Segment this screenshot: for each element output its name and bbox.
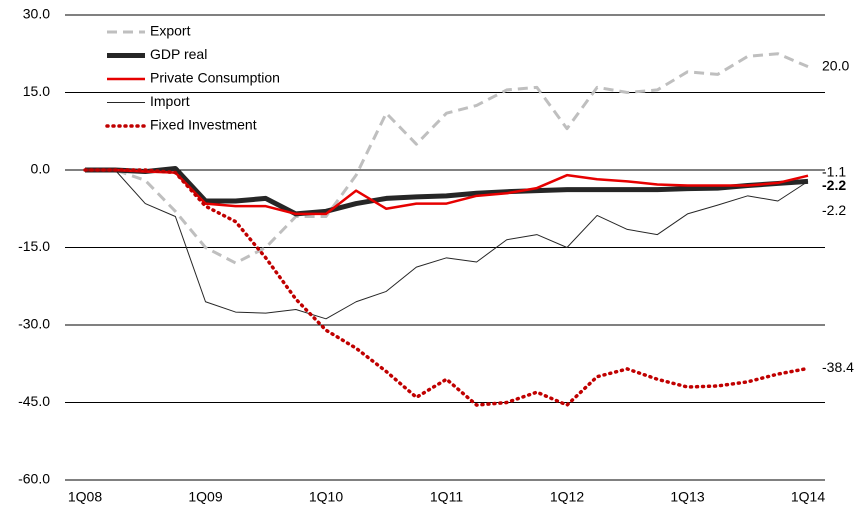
y-tick-label: -15.0 [18,238,50,254]
y-tick-label: 15.0 [23,83,50,99]
x-tick-label: 1Q14 [791,489,825,505]
x-tick-label: 1Q12 [550,489,584,505]
legend-label: Fixed Investment [150,117,257,133]
x-tick-label: 1Q09 [188,489,222,505]
series-line [85,52,809,265]
value-label: -1.1 [822,163,846,179]
value-label: -2.2 [822,177,846,193]
series-line [85,168,809,216]
value-label: 20.0 [822,57,849,73]
y-tick-label: -45.0 [18,393,50,409]
series-line [85,165,809,217]
legend-label: Private Consumption [150,70,280,86]
y-tick-label: -30.0 [18,316,50,332]
x-tick-label: 1Q10 [309,489,343,505]
x-tick-label: 1Q08 [68,489,102,505]
value-label: -2.2 [822,202,846,218]
x-tick-label: 1Q11 [430,489,463,505]
value-label: -38.4 [822,359,854,375]
x-tick-label: 1Q13 [670,489,704,505]
y-tick-label: -60.0 [18,471,50,487]
legend-label: Export [150,23,191,39]
legend-label: Import [150,93,190,109]
series-line [85,169,809,320]
series-line [83,168,810,407]
y-tick-label: 30.0 [23,6,50,22]
y-tick-label: 0.0 [31,161,51,177]
legend-label: GDP real [150,46,207,62]
